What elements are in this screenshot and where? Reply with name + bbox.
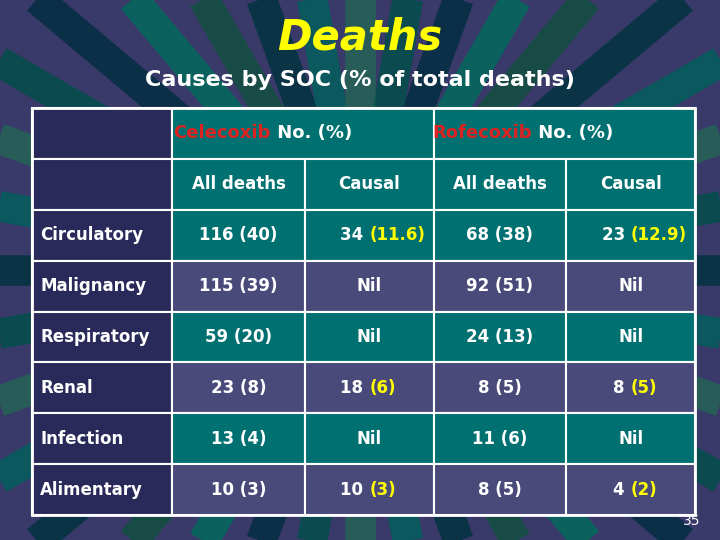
Text: 18: 18 xyxy=(341,379,369,397)
Text: Causal: Causal xyxy=(338,176,400,193)
Text: 8 (5): 8 (5) xyxy=(478,379,522,397)
Text: Alimentary: Alimentary xyxy=(40,481,143,498)
Bar xyxy=(32,464,172,515)
Text: Causal: Causal xyxy=(600,176,662,193)
Text: (11.6): (11.6) xyxy=(369,226,425,244)
Text: Renal: Renal xyxy=(40,379,93,397)
Bar xyxy=(566,312,695,362)
Bar xyxy=(566,210,695,261)
Bar xyxy=(172,312,305,362)
Bar xyxy=(433,261,566,312)
Bar xyxy=(32,108,172,159)
Text: 68 (38): 68 (38) xyxy=(467,226,534,244)
Text: Celecoxib: Celecoxib xyxy=(174,124,271,143)
Text: Malignancy: Malignancy xyxy=(40,277,146,295)
Text: 34: 34 xyxy=(340,226,369,244)
Text: All deaths: All deaths xyxy=(192,176,285,193)
Bar xyxy=(172,362,305,413)
Bar xyxy=(566,261,695,312)
Bar xyxy=(32,362,172,413)
Text: Circulatory: Circulatory xyxy=(40,226,143,244)
Text: Nil: Nil xyxy=(356,277,382,295)
Text: (3): (3) xyxy=(369,481,396,498)
Text: 13 (4): 13 (4) xyxy=(211,430,266,448)
Text: All deaths: All deaths xyxy=(453,176,546,193)
Bar xyxy=(433,362,566,413)
Bar xyxy=(32,210,172,261)
Bar xyxy=(566,159,695,210)
Bar xyxy=(433,159,566,210)
Text: 59 (20): 59 (20) xyxy=(205,328,272,346)
Bar xyxy=(305,464,433,515)
Bar xyxy=(433,210,566,261)
Bar xyxy=(32,413,172,464)
Text: (6): (6) xyxy=(369,379,396,397)
Bar xyxy=(433,413,566,464)
Bar xyxy=(305,159,433,210)
Bar xyxy=(172,108,433,159)
Text: 10: 10 xyxy=(341,481,369,498)
Text: Nil: Nil xyxy=(618,430,643,448)
Text: 115 (39): 115 (39) xyxy=(199,277,278,295)
Bar xyxy=(305,413,433,464)
Text: 24 (13): 24 (13) xyxy=(467,328,534,346)
Bar xyxy=(305,312,433,362)
Bar xyxy=(32,312,172,362)
Bar xyxy=(172,413,305,464)
Text: Nil: Nil xyxy=(356,328,382,346)
Text: 11 (6): 11 (6) xyxy=(472,430,528,448)
Bar xyxy=(566,362,695,413)
Bar xyxy=(305,210,433,261)
Bar xyxy=(172,159,305,210)
Bar xyxy=(566,464,695,515)
Bar xyxy=(32,159,172,210)
Text: (12.9): (12.9) xyxy=(631,226,687,244)
Text: Nil: Nil xyxy=(618,277,643,295)
Bar xyxy=(433,108,695,159)
Text: 116 (40): 116 (40) xyxy=(199,226,278,244)
Text: Infection: Infection xyxy=(40,430,123,448)
Bar xyxy=(172,210,305,261)
Bar xyxy=(305,261,433,312)
Bar xyxy=(32,261,172,312)
Text: No. (%): No. (%) xyxy=(271,124,352,143)
Text: No. (%): No. (%) xyxy=(532,124,613,143)
Text: Causes by SOC (% of total deaths): Causes by SOC (% of total deaths) xyxy=(145,70,575,90)
Text: (5): (5) xyxy=(631,379,657,397)
Text: 23: 23 xyxy=(602,226,631,244)
Bar xyxy=(305,362,433,413)
Bar xyxy=(566,413,695,464)
Text: Nil: Nil xyxy=(356,430,382,448)
Text: Rofecoxib: Rofecoxib xyxy=(433,124,532,143)
Text: 35: 35 xyxy=(683,514,700,528)
Bar xyxy=(32,108,695,515)
Text: Respiratory: Respiratory xyxy=(40,328,150,346)
Text: (2): (2) xyxy=(631,481,657,498)
Text: Deaths: Deaths xyxy=(277,17,443,59)
Text: 10 (3): 10 (3) xyxy=(211,481,266,498)
Text: 23 (8): 23 (8) xyxy=(211,379,266,397)
Bar xyxy=(172,261,305,312)
Text: Nil: Nil xyxy=(618,328,643,346)
Bar xyxy=(433,464,566,515)
Text: 8: 8 xyxy=(613,379,631,397)
Text: 8 (5): 8 (5) xyxy=(478,481,522,498)
Text: 4: 4 xyxy=(613,481,631,498)
Bar xyxy=(433,312,566,362)
Text: 92 (51): 92 (51) xyxy=(467,277,534,295)
Bar xyxy=(172,464,305,515)
